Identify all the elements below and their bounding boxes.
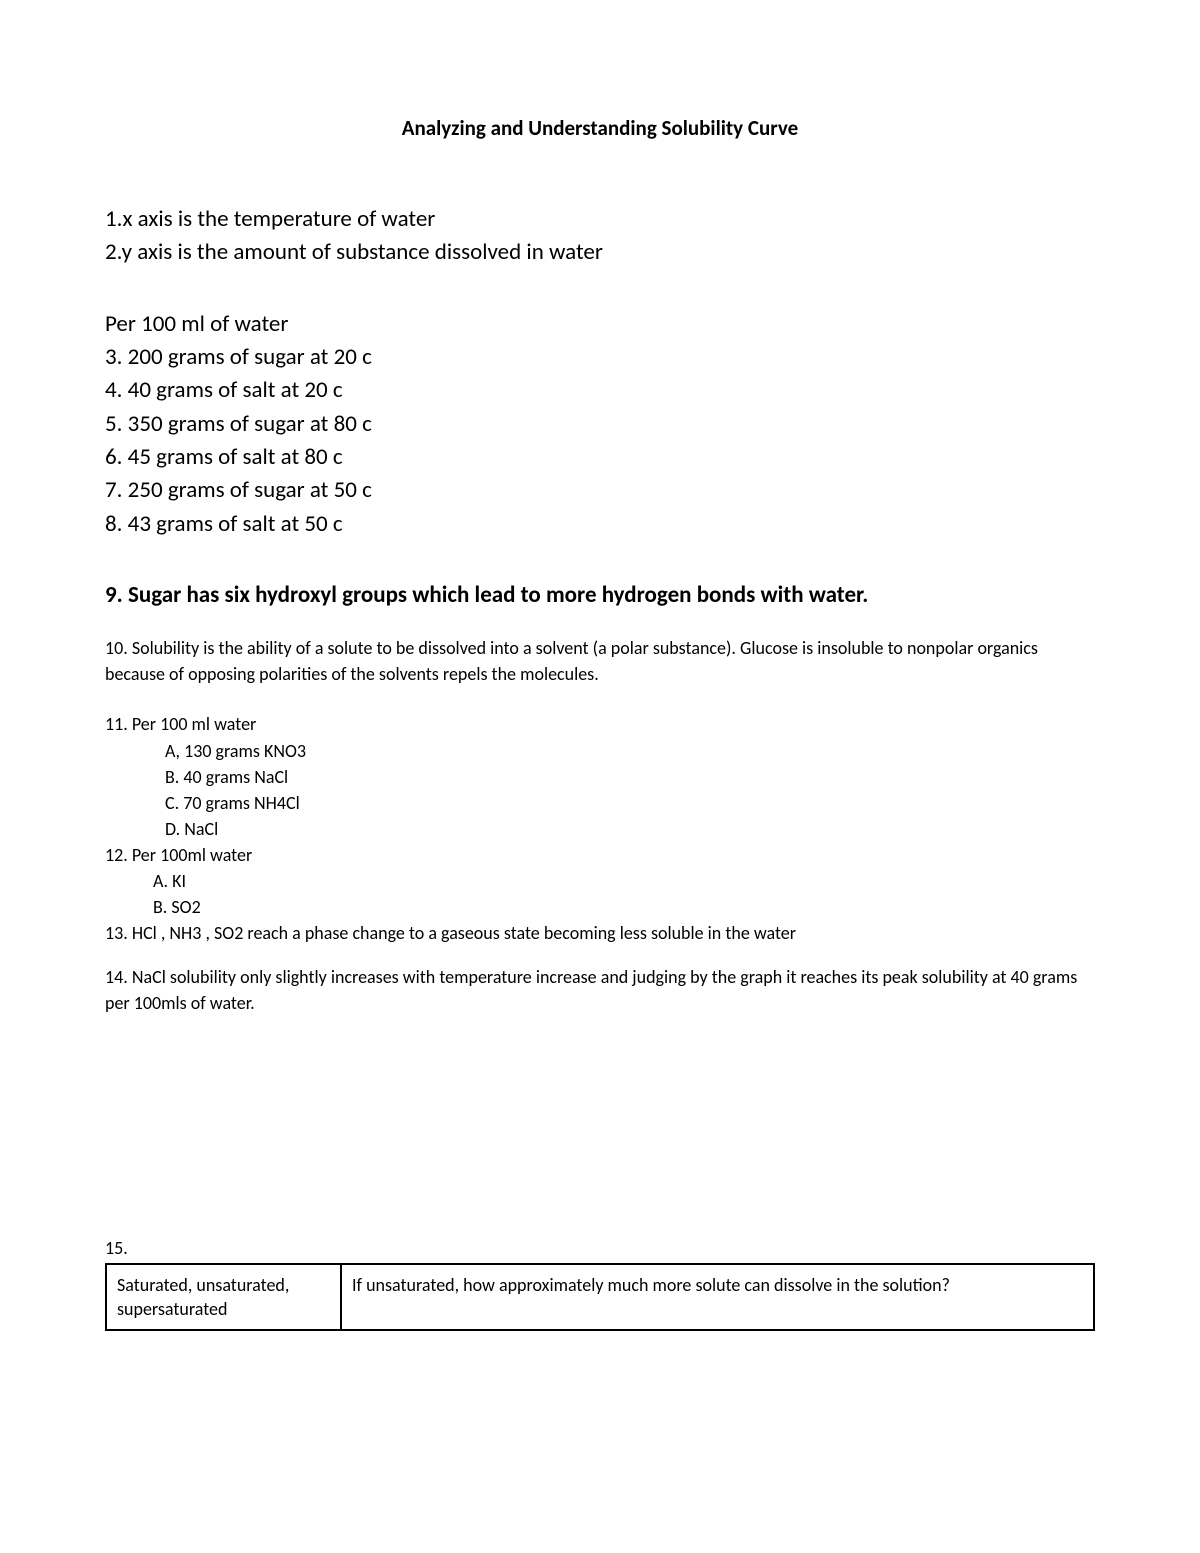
answer-line: 14. NaCl solubility only slightly increa… (105, 964, 1095, 1016)
table-cell: If unsaturated, how approximately much m… (341, 1264, 1094, 1331)
answer-line: 6. 45 grams of salt at 80 c (105, 441, 1095, 474)
answer-15-label: 15. (105, 1237, 1095, 1259)
answer-9: 9. Sugar has six hydroxyl groups which l… (105, 579, 1095, 611)
answer-subline: C. 70 grams NH4Cl (105, 790, 1095, 816)
document-title: Analyzing and Understanding Solubility C… (105, 115, 1095, 141)
answer-line: 11. Per 100 ml water (105, 711, 1095, 737)
answer-line: 13. HCl , NH3 , SO2 reach a phase change… (105, 920, 1095, 946)
answer-10: 10. Solubility is the ability of a solut… (105, 635, 1095, 687)
table-row: Saturated, unsaturated, supersaturated I… (106, 1264, 1094, 1331)
answer-line: 8. 43 grams of salt at 50 c (105, 508, 1095, 541)
answer-subline: D. NaCl (105, 816, 1095, 842)
answer-line: 3. 200 grams of sugar at 20 c (105, 341, 1095, 374)
answer-subline: A. KI (105, 868, 1095, 894)
answer-line: 2.y axis is the amount of substance diss… (105, 236, 1095, 269)
section-header: Per 100 ml of water (105, 308, 1095, 341)
table-cell: Saturated, unsaturated, supersaturated (106, 1264, 341, 1331)
answers-block-1: 1.x axis is the temperature of water 2.y… (105, 203, 1095, 270)
answer-subline: A, 130 grams KNO3 (105, 738, 1095, 764)
answers-block-2: Per 100 ml of water 3. 200 grams of suga… (105, 308, 1095, 541)
answer-line: 1.x axis is the temperature of water (105, 203, 1095, 236)
answer-line: 7. 250 grams of sugar at 50 c (105, 474, 1095, 507)
question-15-table: Saturated, unsaturated, supersaturated I… (105, 1263, 1095, 1332)
answer-line: 12. Per 100ml water (105, 842, 1095, 868)
document-page: Analyzing and Understanding Solubility C… (0, 0, 1200, 1553)
answer-line: 5. 350 grams of sugar at 80 c (105, 408, 1095, 441)
answer-subline: B. SO2 (105, 894, 1095, 920)
answer-subline: B. 40 grams NaCl (105, 764, 1095, 790)
answer-line: 10. Solubility is the ability of a solut… (105, 635, 1095, 687)
answers-block-11-14: 11. Per 100 ml water A, 130 grams KNO3 B… (105, 711, 1095, 1016)
answer-line: 4. 40 grams of salt at 20 c (105, 374, 1095, 407)
